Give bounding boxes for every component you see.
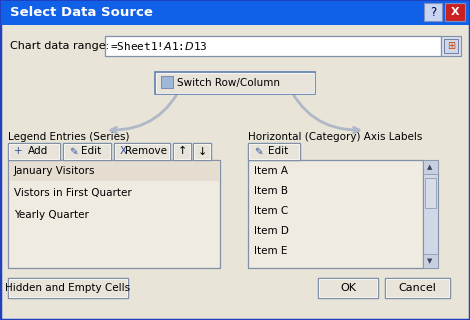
Bar <box>156 73 314 93</box>
Bar <box>105 36 441 56</box>
Text: ▲: ▲ <box>427 164 433 170</box>
Bar <box>64 144 110 159</box>
Text: Select Data Source: Select Data Source <box>10 6 153 20</box>
Bar <box>441 36 461 56</box>
Text: ?: ? <box>430 5 436 19</box>
Bar <box>318 278 378 298</box>
Text: Horizontal (Category) Axis Labels: Horizontal (Category) Axis Labels <box>248 132 423 142</box>
Bar <box>155 72 315 94</box>
Text: ▼: ▼ <box>427 258 433 264</box>
Text: Edit: Edit <box>81 147 101 156</box>
Text: ✎: ✎ <box>69 147 78 156</box>
Bar <box>194 144 210 159</box>
Text: Item D: Item D <box>254 226 289 236</box>
Bar <box>173 143 191 160</box>
Bar <box>8 278 128 298</box>
Text: Item B: Item B <box>254 186 288 196</box>
Text: Remove: Remove <box>125 147 167 156</box>
Bar <box>423 254 438 268</box>
Bar <box>9 279 127 297</box>
Bar <box>1 1 469 25</box>
Text: X: X <box>120 147 127 156</box>
Bar <box>423 160 438 268</box>
Text: Chart data range:: Chart data range: <box>10 41 109 51</box>
Text: ⊞: ⊞ <box>447 41 455 51</box>
Bar <box>248 160 423 268</box>
Bar <box>174 144 190 159</box>
Bar <box>423 160 438 174</box>
Text: Item A: Item A <box>254 166 288 176</box>
Bar <box>9 144 59 159</box>
Bar <box>444 39 458 53</box>
Text: X: X <box>451 7 459 17</box>
Bar <box>385 278 450 298</box>
Bar <box>115 144 169 159</box>
Bar <box>249 144 299 159</box>
Text: Item C: Item C <box>254 206 288 216</box>
Text: ✎: ✎ <box>254 147 263 156</box>
Text: Item E: Item E <box>254 246 287 256</box>
Text: Vistors in First Quarter: Vistors in First Quarter <box>14 188 132 198</box>
Text: Add: Add <box>28 147 48 156</box>
Text: Hidden and Empty Cells: Hidden and Empty Cells <box>6 283 131 293</box>
Text: January Visitors: January Visitors <box>14 166 95 176</box>
Bar <box>9 161 219 181</box>
Text: Edit: Edit <box>268 147 288 156</box>
Bar <box>424 3 442 21</box>
Bar <box>8 143 60 160</box>
Bar <box>193 143 211 160</box>
Text: Yearly Quarter: Yearly Quarter <box>14 210 89 220</box>
Text: OK: OK <box>340 283 356 293</box>
Bar <box>319 279 377 297</box>
Text: Cancel: Cancel <box>399 283 437 293</box>
Text: +: + <box>14 147 23 156</box>
Bar <box>63 143 111 160</box>
Text: ↑: ↑ <box>177 147 187 156</box>
Bar <box>386 279 449 297</box>
Text: =Sheet1!$A$1:$D$13: =Sheet1!$A$1:$D$13 <box>110 40 208 52</box>
Text: Switch Row/Column: Switch Row/Column <box>177 78 280 88</box>
Bar <box>425 178 436 208</box>
Bar <box>445 3 465 21</box>
Bar <box>8 160 220 268</box>
Text: Legend Entries (Series): Legend Entries (Series) <box>8 132 130 142</box>
Text: ↓: ↓ <box>197 147 207 156</box>
Bar <box>114 143 170 160</box>
Bar <box>161 76 173 88</box>
Bar <box>248 143 300 160</box>
